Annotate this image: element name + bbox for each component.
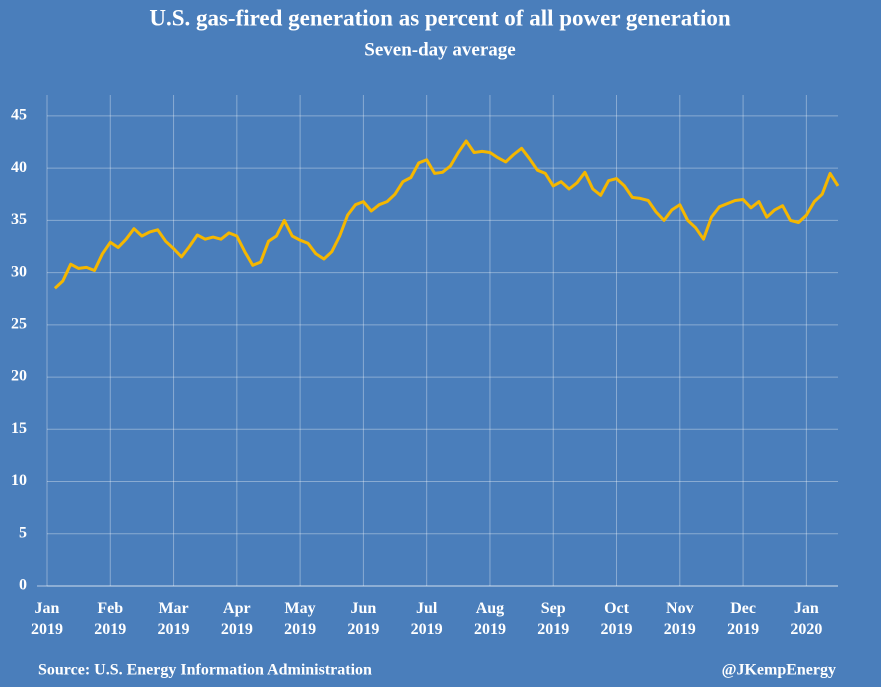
x-tick-label: Feb 2019 — [94, 600, 127, 638]
y-tick-label: 45 — [11, 107, 27, 124]
y-tick-label: 20 — [11, 368, 27, 385]
x-tick-label: Oct 2019 — [600, 600, 633, 638]
x-tick-label: Dec 2019 — [727, 600, 760, 638]
x-tick-label: Mar 2019 — [157, 600, 190, 638]
y-tick-label: 0 — [19, 577, 27, 594]
y-tick-label: 35 — [11, 211, 27, 228]
x-tick-label: Jan 2020 — [790, 600, 823, 638]
x-tick-label: Jun 2019 — [347, 600, 380, 638]
credit: @JKempEnergy — [722, 662, 836, 679]
x-tick-label: Jan 2019 — [31, 600, 63, 638]
y-tick-label: 30 — [11, 263, 27, 280]
x-tick-label: May 2019 — [284, 600, 317, 638]
chart-title: U.S. gas-fired generation as percent of … — [149, 5, 731, 30]
x-tick-label: Sep 2019 — [537, 600, 570, 638]
y-tick-label: 5 — [19, 524, 27, 541]
x-tick-label: Jul 2019 — [410, 600, 443, 638]
x-tick-label: Aug 2019 — [473, 600, 506, 638]
y-tick-label: 15 — [11, 420, 27, 437]
y-tick-label: 40 — [11, 159, 27, 176]
chart-subtitle: Seven-day average — [364, 39, 515, 60]
source: Source: U.S. Energy Information Administ… — [38, 662, 372, 679]
data-line — [53, 139, 840, 290]
x-tick-label: Nov 2019 — [663, 600, 696, 638]
y-tick-label: 25 — [11, 316, 27, 333]
y-tick-label: 10 — [11, 472, 27, 489]
x-tick-label: Apr 2019 — [220, 600, 253, 638]
